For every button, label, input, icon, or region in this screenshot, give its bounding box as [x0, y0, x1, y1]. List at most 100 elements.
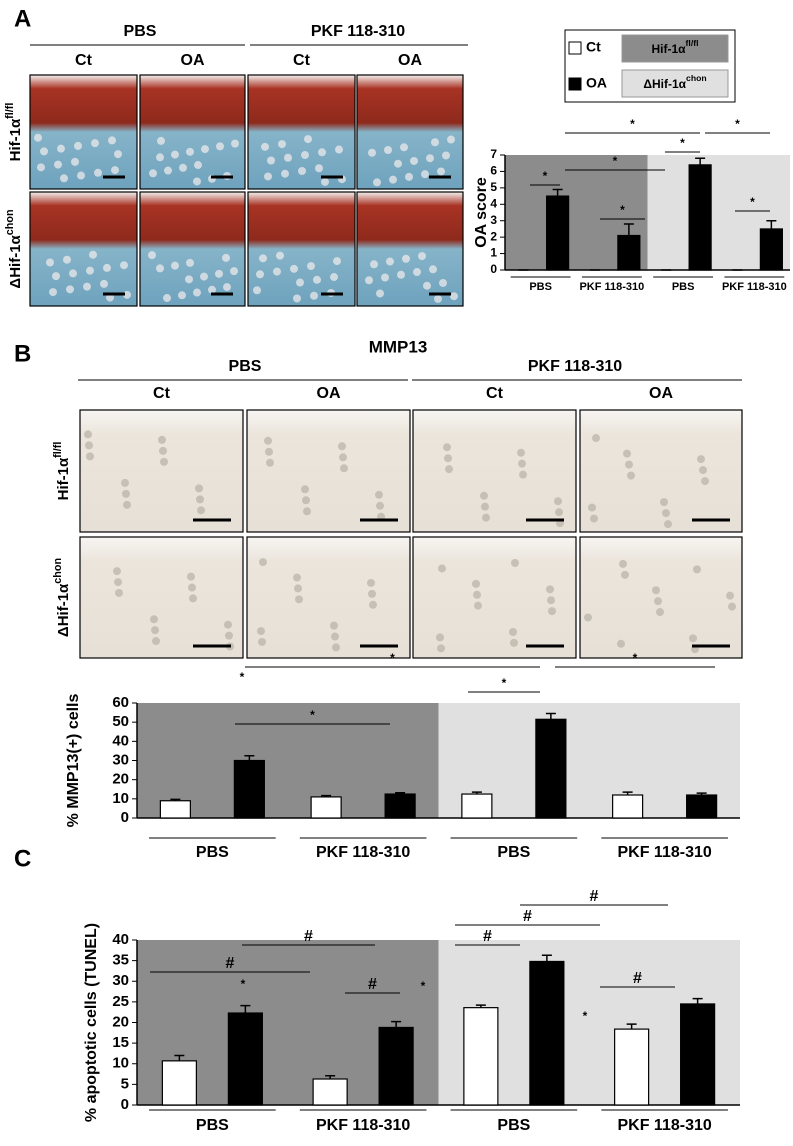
cell: [215, 269, 223, 278]
cell: [397, 270, 405, 279]
cell: [321, 177, 329, 186]
cell: [89, 250, 97, 259]
significance-mark: *: [735, 117, 740, 131]
cell: [381, 273, 389, 282]
row-label-main: Hif-1α: [55, 457, 72, 500]
cell: [689, 634, 697, 643]
cell: [376, 501, 384, 510]
significance-mark: *: [240, 670, 245, 684]
x-tick-label: PKF 118-310: [617, 1117, 711, 1134]
cell: [410, 156, 418, 165]
bar: [161, 1060, 197, 1106]
cell: [413, 268, 421, 277]
cell: [333, 257, 341, 266]
micrograph: [412, 409, 577, 533]
cell: [442, 151, 450, 160]
error-bar: [695, 157, 706, 165]
cell: [375, 490, 383, 499]
column-header: OA: [181, 52, 205, 69]
legend-shading: [621, 34, 729, 63]
cell: [307, 262, 315, 271]
cell: [195, 484, 203, 493]
bar: [686, 794, 718, 819]
error-bar: [552, 188, 563, 197]
y-tick-label: 40: [112, 732, 129, 749]
cell: [588, 503, 596, 512]
panel-label: C: [14, 845, 31, 872]
cell: [481, 502, 489, 511]
cell: [115, 588, 123, 597]
bar: [384, 793, 416, 819]
cell: [546, 585, 554, 594]
y-axis-label: % apoptotic cells (TUNEL): [83, 923, 100, 1122]
y-axis-label: % MMP13(+) cells: [65, 693, 82, 827]
cell: [46, 258, 54, 267]
cell: [304, 135, 312, 144]
cell: [84, 430, 92, 439]
micrograph: [246, 409, 411, 533]
y-tick-label: 0: [121, 809, 129, 826]
cell: [85, 441, 93, 450]
y-tick-label: 50: [112, 713, 129, 730]
y-tick-label: 0: [121, 1096, 129, 1113]
cell: [100, 279, 108, 288]
bar: [612, 794, 644, 819]
cell: [376, 289, 384, 298]
cell: [86, 452, 94, 461]
cell: [369, 600, 377, 609]
cell: [625, 460, 633, 469]
y-tick-label: 6: [490, 164, 497, 178]
y-axis-label: OA score: [473, 177, 490, 248]
significance-mark: *: [583, 1009, 588, 1023]
column-header: OA: [317, 385, 341, 402]
cell: [509, 627, 517, 636]
bar: [688, 164, 712, 271]
error-bar: [541, 954, 552, 962]
cell: [265, 447, 273, 456]
cell: [256, 270, 264, 279]
significance-mark: #: [226, 955, 235, 972]
cell: [693, 565, 701, 574]
cell: [652, 586, 660, 595]
panel-label: B: [14, 340, 31, 367]
y-tick-label: 20: [112, 771, 129, 788]
row-label-main: Hif-1α: [7, 118, 24, 161]
cell: [434, 294, 442, 303]
x-tick-label: PBS: [497, 1117, 530, 1134]
cell: [368, 148, 376, 157]
cell: [418, 252, 426, 261]
y-tick-label: 2: [490, 229, 497, 243]
cell: [405, 172, 413, 181]
row-label: ΔHif-1αchon: [4, 209, 24, 288]
legend-shading-label-main: Hif-1α: [652, 42, 687, 56]
cell: [264, 172, 272, 181]
significance-mark: #: [523, 908, 532, 925]
error-bar: [471, 791, 482, 795]
cell: [726, 591, 734, 600]
cell: [197, 506, 205, 515]
cell: [402, 254, 410, 263]
column-header: Ct: [75, 52, 93, 69]
micrograph: [139, 74, 246, 190]
cell: [654, 597, 662, 606]
cell: [331, 632, 339, 641]
cell: [394, 159, 402, 168]
cell: [108, 136, 116, 145]
cell: [157, 136, 165, 145]
cell: [160, 457, 168, 466]
cell: [222, 253, 230, 262]
legend-label: OA: [586, 75, 607, 91]
error-bar: [545, 712, 556, 720]
error-bar: [692, 997, 703, 1004]
cell: [113, 567, 121, 576]
cell: [439, 278, 447, 287]
cell: [259, 254, 267, 263]
bar: [461, 793, 493, 819]
row-label-main: ΔHif-1α: [7, 234, 24, 288]
cell: [185, 275, 193, 284]
y-tick-label: 15: [112, 1034, 129, 1051]
error-bar: [395, 791, 406, 795]
cell: [584, 613, 592, 622]
cell: [284, 153, 292, 162]
cell: [156, 153, 164, 162]
